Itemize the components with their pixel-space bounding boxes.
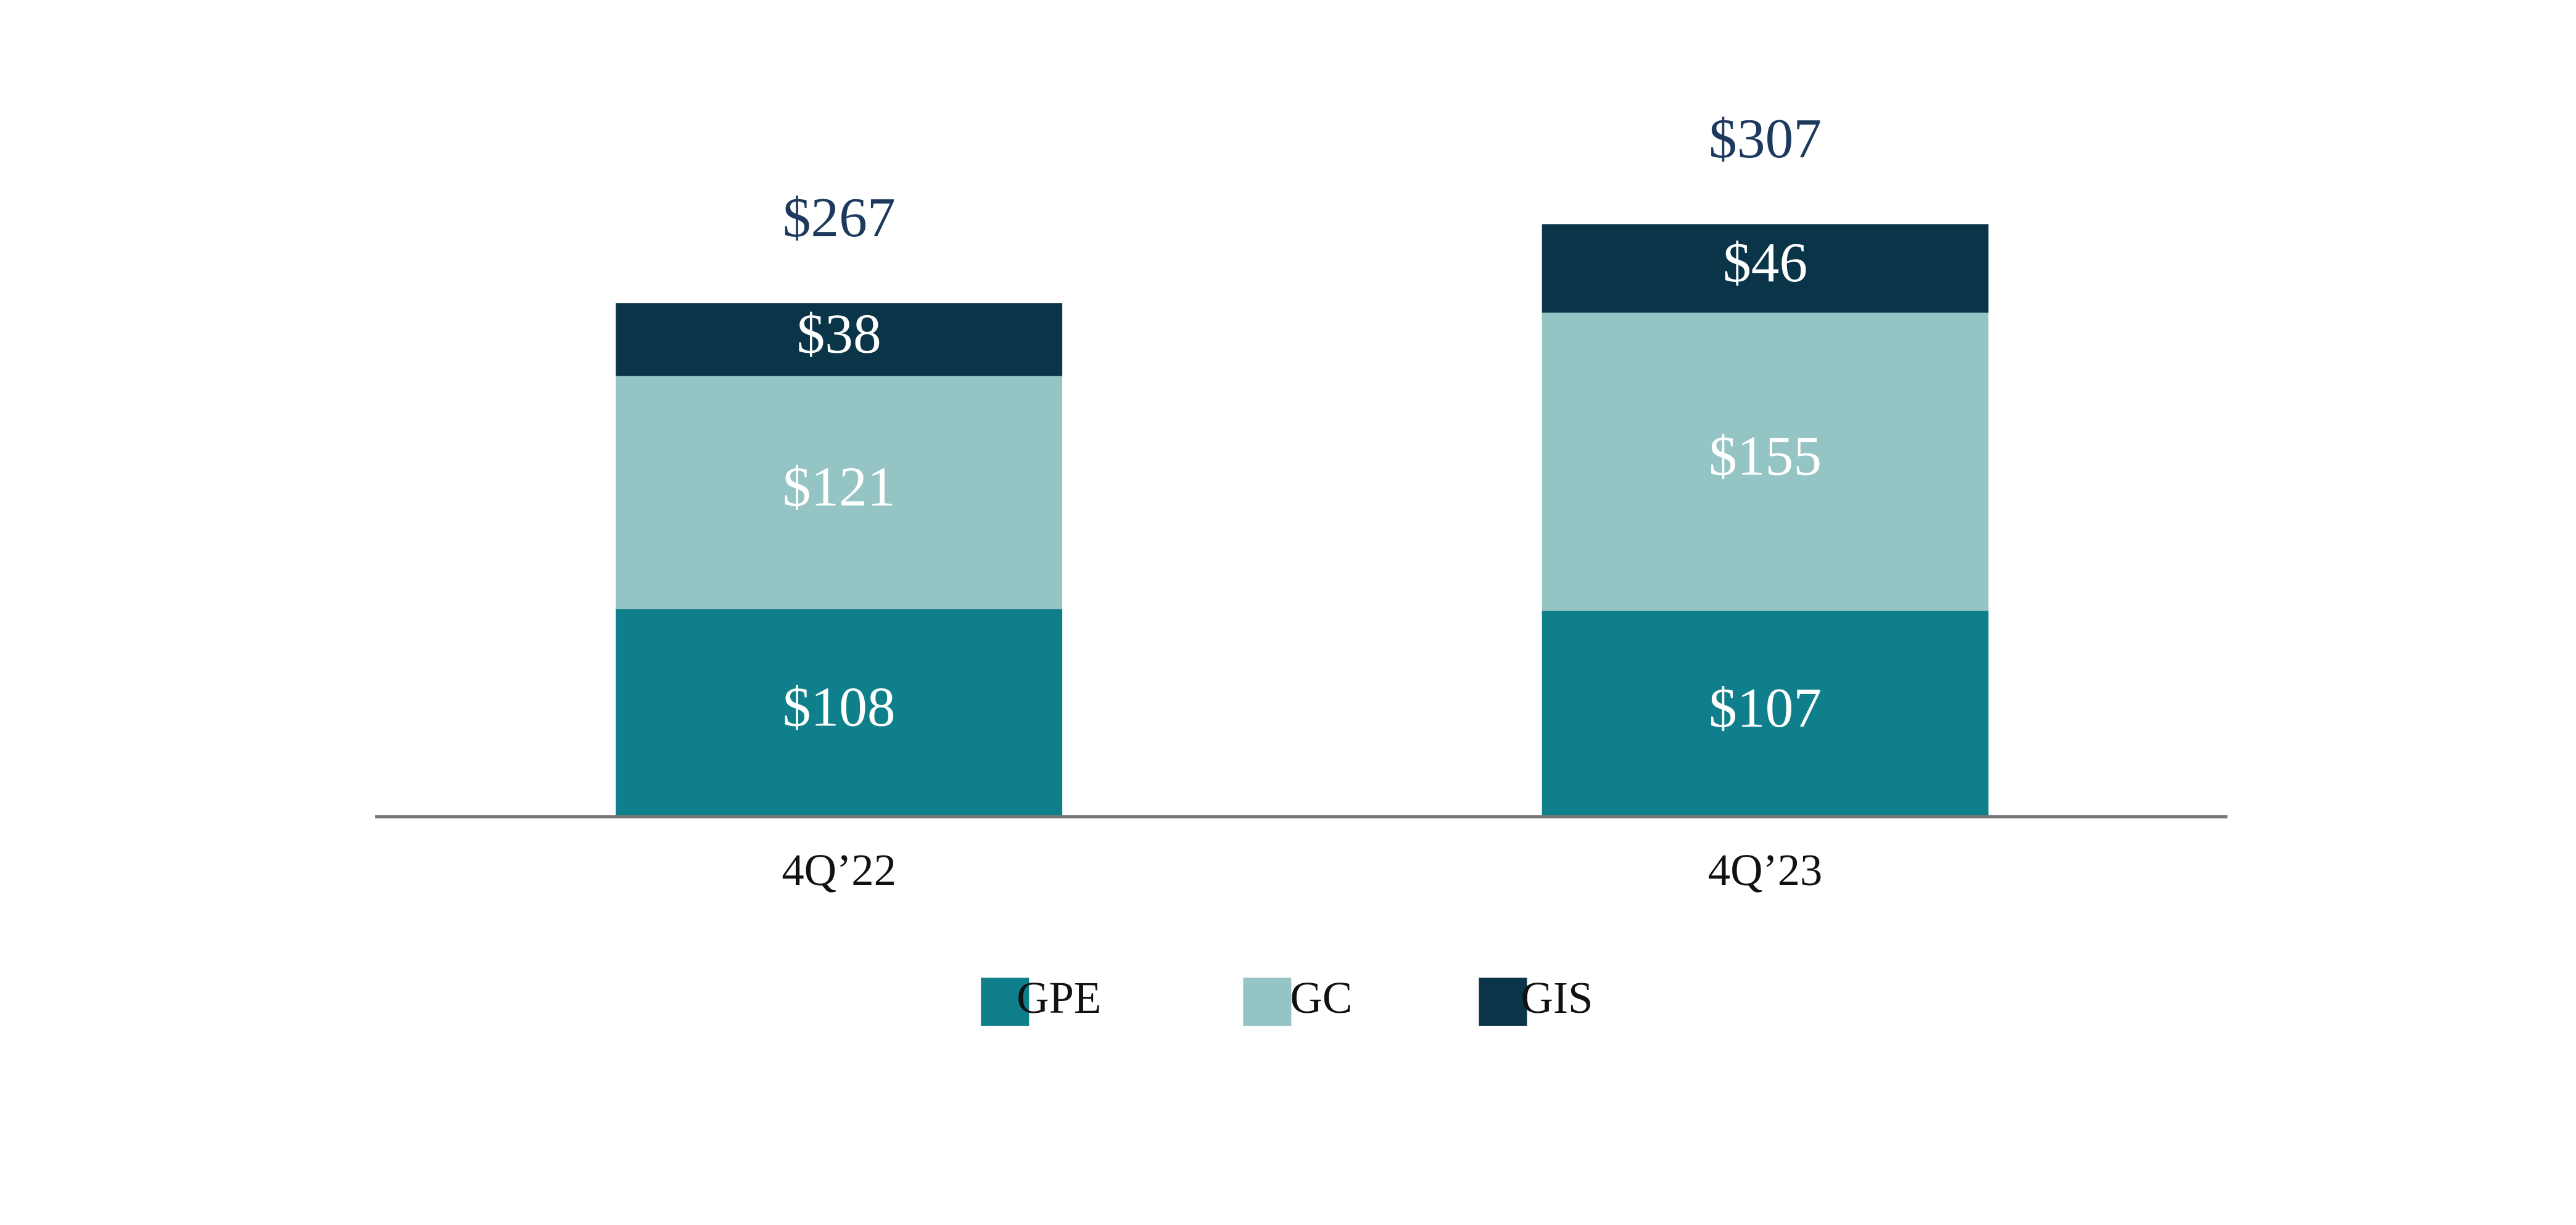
total-label: $307 xyxy=(1709,107,1822,170)
bar-segment xyxy=(1542,312,1989,611)
value-label: $108 xyxy=(783,675,896,738)
legend-label: GC xyxy=(1290,973,1352,1023)
legend-swatch xyxy=(1243,977,1292,1026)
legend-swatch xyxy=(1479,977,1527,1026)
value-label: $46 xyxy=(1723,231,1807,294)
value-label: $38 xyxy=(797,302,881,365)
value-label: $155 xyxy=(1709,424,1822,487)
x-tick-label: 4Q’22 xyxy=(782,845,896,895)
bar-segment xyxy=(1542,224,1989,313)
x-tick-label: 4Q’23 xyxy=(1708,845,1823,895)
value-label: $107 xyxy=(1709,676,1822,739)
bar-segment xyxy=(616,303,1063,376)
legend-label: GPE xyxy=(1017,973,1101,1023)
value-label: $121 xyxy=(783,455,896,518)
bar-segment xyxy=(616,609,1063,817)
bar-segment xyxy=(616,376,1063,609)
bar-segment xyxy=(1542,611,1989,817)
total-label: $267 xyxy=(783,186,896,249)
legend-label: GIS xyxy=(1521,973,1593,1023)
legend-swatch xyxy=(981,977,1030,1026)
